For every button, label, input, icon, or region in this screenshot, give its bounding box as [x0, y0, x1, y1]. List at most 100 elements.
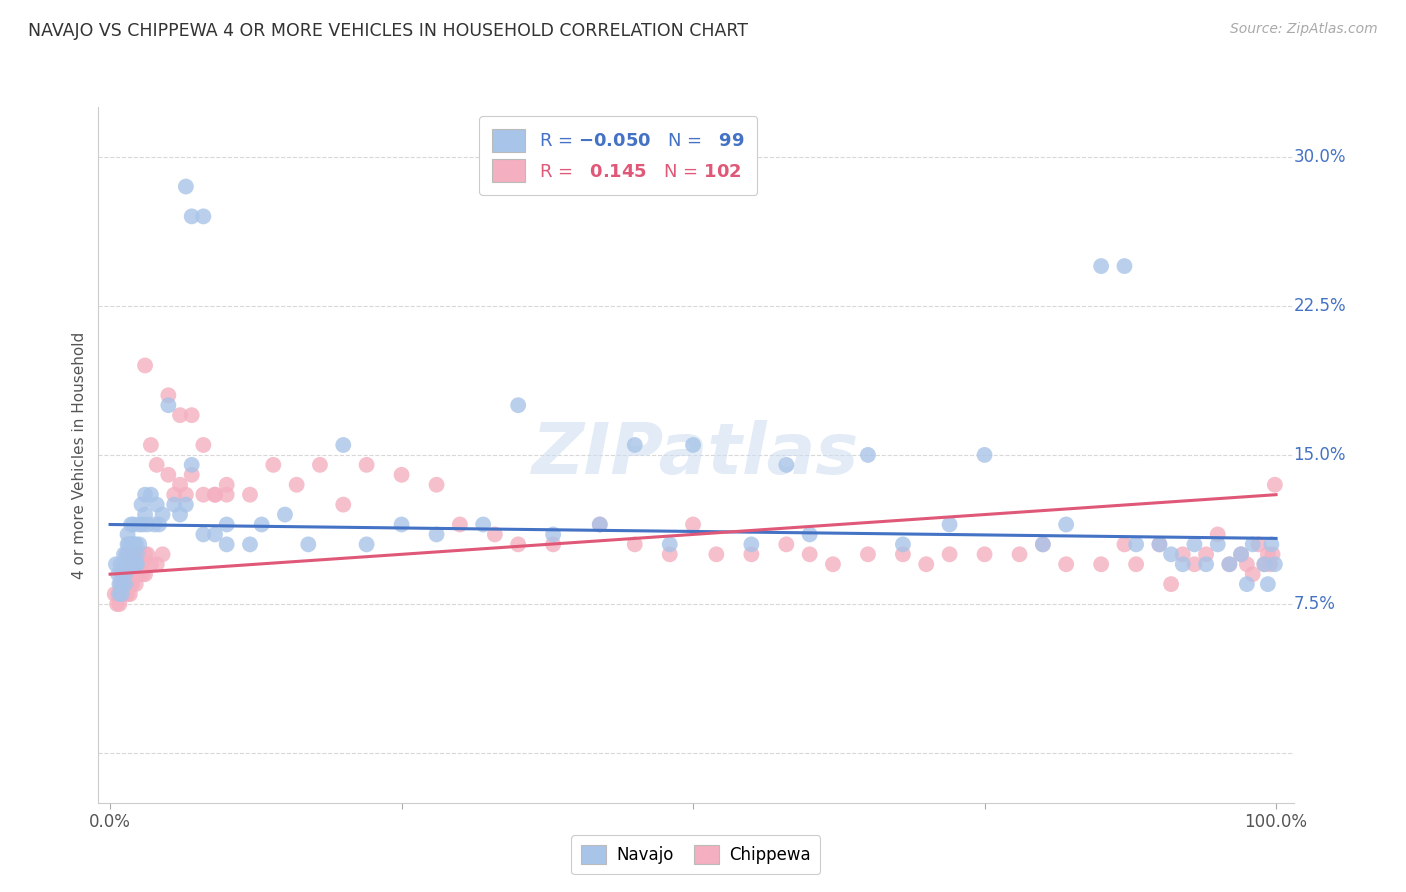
- Point: [136, 517, 159, 532]
- Point: [120, 537, 142, 551]
- Point: [1258, 558, 1281, 572]
- Point: [799, 527, 821, 541]
- Point: [124, 558, 146, 572]
- Point: [1195, 558, 1218, 572]
- Point: [623, 438, 645, 452]
- Point: [332, 498, 354, 512]
- Point: [125, 577, 148, 591]
- Point: [128, 567, 150, 582]
- Point: [204, 527, 226, 541]
- Point: [1230, 547, 1253, 561]
- Point: [623, 537, 645, 551]
- Point: [1125, 558, 1147, 572]
- Point: [682, 517, 704, 532]
- Point: [118, 567, 141, 582]
- Point: [891, 547, 914, 561]
- Point: [1054, 517, 1077, 532]
- Point: [169, 477, 191, 491]
- Point: [105, 597, 128, 611]
- Point: [1114, 259, 1136, 273]
- Point: [174, 179, 197, 194]
- Point: [1218, 558, 1240, 572]
- Point: [775, 458, 797, 472]
- Point: [111, 577, 134, 591]
- Point: [309, 458, 332, 472]
- Point: [856, 448, 879, 462]
- Point: [110, 577, 132, 591]
- Point: [114, 577, 136, 591]
- Point: [148, 517, 170, 532]
- Point: [163, 488, 186, 502]
- Point: [391, 517, 413, 532]
- Point: [973, 448, 995, 462]
- Point: [1257, 547, 1279, 561]
- Point: [215, 477, 238, 491]
- Point: [114, 587, 136, 601]
- Point: [118, 577, 141, 591]
- Point: [104, 558, 127, 572]
- Point: [134, 508, 156, 522]
- Point: [128, 537, 150, 551]
- Point: [112, 558, 135, 572]
- Point: [118, 558, 141, 572]
- Point: [112, 547, 135, 561]
- Point: [589, 517, 612, 532]
- Point: [117, 587, 139, 601]
- Point: [134, 359, 156, 373]
- Point: [136, 547, 159, 561]
- Point: [1247, 537, 1270, 551]
- Point: [1241, 567, 1264, 582]
- Point: [215, 488, 238, 502]
- Point: [938, 547, 960, 561]
- Point: [589, 517, 612, 532]
- Point: [484, 527, 506, 541]
- Point: [122, 547, 145, 561]
- Point: [425, 527, 447, 541]
- Point: [125, 567, 148, 582]
- Point: [1264, 558, 1286, 572]
- Point: [204, 488, 226, 502]
- Point: [1160, 577, 1182, 591]
- Point: [121, 577, 143, 591]
- Point: [124, 558, 146, 572]
- Point: [1206, 537, 1229, 551]
- Point: [775, 537, 797, 551]
- Point: [139, 558, 162, 572]
- Point: [472, 517, 495, 532]
- Point: [120, 517, 142, 532]
- Text: 30.0%: 30.0%: [1294, 148, 1346, 166]
- Point: [1184, 537, 1206, 551]
- Point: [1008, 547, 1031, 561]
- Point: [118, 558, 141, 572]
- Point: [169, 408, 191, 422]
- Point: [180, 210, 202, 224]
- Point: [131, 498, 153, 512]
- Point: [1241, 537, 1264, 551]
- Point: [120, 567, 142, 582]
- Point: [193, 210, 215, 224]
- Point: [356, 537, 378, 551]
- Point: [193, 488, 215, 502]
- Point: [938, 517, 960, 532]
- Point: [1260, 537, 1282, 551]
- Point: [973, 547, 995, 561]
- Point: [112, 577, 135, 591]
- Point: [180, 458, 202, 472]
- Point: [125, 558, 148, 572]
- Point: [508, 537, 530, 551]
- Point: [1160, 547, 1182, 561]
- Point: [1218, 558, 1240, 572]
- Point: [115, 567, 138, 582]
- Point: [1054, 558, 1077, 572]
- Point: [132, 517, 155, 532]
- Point: [1032, 537, 1054, 551]
- Point: [1195, 547, 1218, 561]
- Point: [1125, 537, 1147, 551]
- Point: [122, 558, 145, 572]
- Point: [204, 488, 226, 502]
- Y-axis label: 4 or more Vehicles in Household: 4 or more Vehicles in Household: [72, 331, 87, 579]
- Point: [139, 488, 162, 502]
- Point: [111, 587, 134, 601]
- Point: [145, 558, 167, 572]
- Point: [114, 577, 136, 591]
